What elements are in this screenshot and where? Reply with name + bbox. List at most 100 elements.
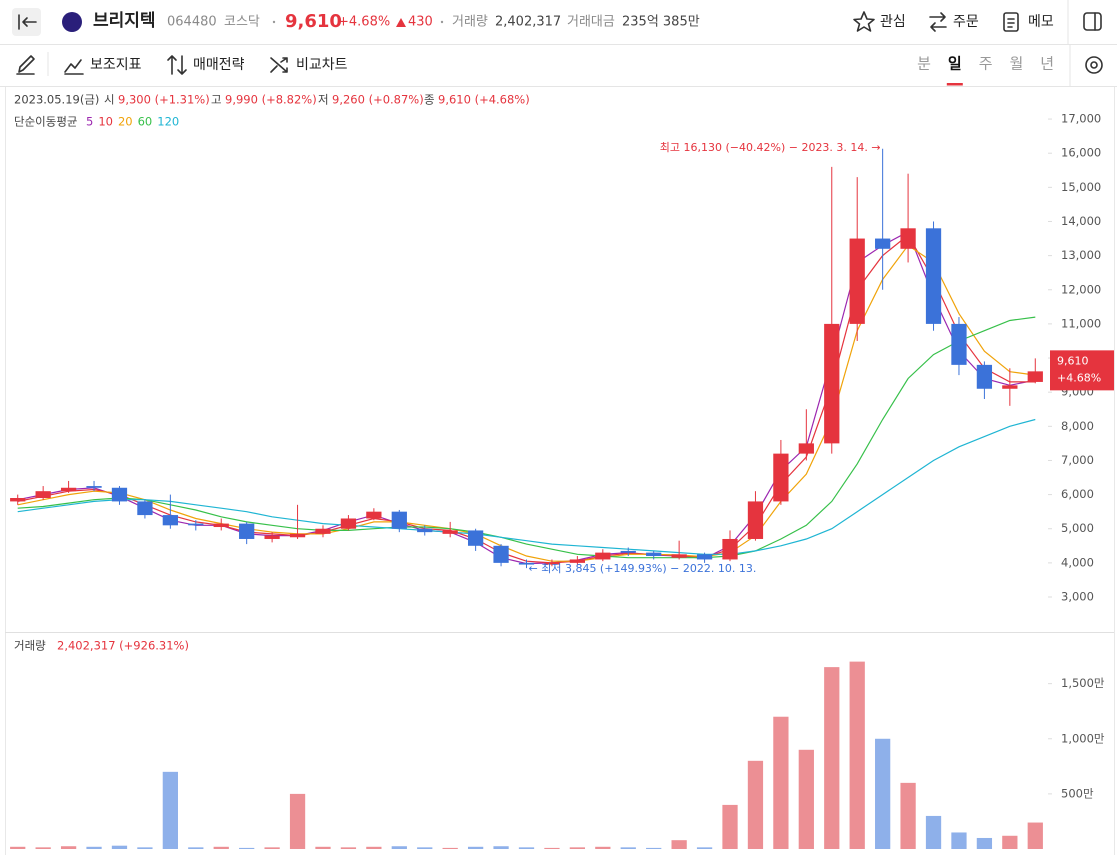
info-label: 종 bbox=[424, 93, 435, 107]
candle-body bbox=[544, 562, 560, 565]
candle-body bbox=[646, 552, 662, 557]
draw-icon[interactable] bbox=[16, 55, 35, 75]
ma-legend-item: 120 bbox=[157, 115, 179, 129]
ma-legend-item: 10 bbox=[98, 115, 113, 129]
y-tick-label: 3,000 bbox=[1061, 590, 1094, 604]
low-annotation: ← 최저 3,845 (+149.93%) − 2022. 10. 13. bbox=[529, 562, 757, 575]
period-underline bbox=[946, 83, 963, 86]
candle-body bbox=[951, 323, 967, 365]
volume-bar bbox=[289, 793, 306, 849]
info-value: 9,990 (+8.82%) bbox=[225, 93, 317, 107]
y-tick-label: 12,000 bbox=[1061, 282, 1101, 296]
ma-line bbox=[17, 418, 1036, 555]
volume-bar bbox=[239, 847, 255, 849]
volume-bar bbox=[620, 847, 636, 849]
high-annotation: 최고 16,130 (−40.42%) − 2023. 3. 14. → bbox=[660, 141, 881, 154]
settings-icon[interactable] bbox=[1085, 56, 1103, 74]
candle-body bbox=[671, 554, 687, 558]
period-tab[interactable]: 월 bbox=[1009, 55, 1023, 73]
volume-bar bbox=[493, 846, 509, 849]
volume-bar bbox=[417, 847, 433, 849]
period-tab[interactable]: 일 bbox=[948, 55, 962, 73]
candle-body bbox=[824, 323, 840, 444]
candle-body bbox=[10, 498, 26, 502]
candle-body bbox=[391, 511, 407, 529]
candle-body bbox=[773, 453, 789, 502]
candle-body bbox=[722, 538, 738, 560]
panel-icon[interactable] bbox=[1083, 12, 1102, 31]
period-tab[interactable]: 분 bbox=[917, 55, 931, 73]
volume-bar bbox=[824, 667, 840, 849]
change-amount: 430 bbox=[408, 15, 433, 30]
back-icon bbox=[18, 14, 37, 30]
candle-body bbox=[467, 530, 484, 546]
ma-legend-item: 5 bbox=[86, 115, 93, 129]
candle-body bbox=[289, 533, 306, 538]
volume-bar bbox=[213, 846, 229, 849]
period-tab[interactable]: 년 bbox=[1040, 55, 1054, 73]
amount-value: 235억 385만 bbox=[622, 15, 700, 30]
indicator-icon[interactable] bbox=[64, 59, 84, 75]
volume-bar bbox=[366, 846, 382, 849]
memo-icon-lines bbox=[1007, 18, 1015, 28]
volume-bar bbox=[10, 846, 26, 849]
volume-summary: 2,402,317 (+926.31%) bbox=[57, 639, 189, 653]
candle-body bbox=[747, 501, 764, 539]
candle-body bbox=[366, 511, 382, 519]
volume-bar bbox=[188, 847, 204, 849]
candle-body bbox=[925, 228, 942, 324]
y-tick-label: 13,000 bbox=[1061, 248, 1101, 262]
candle-body bbox=[900, 228, 916, 249]
last-change: +4.68% bbox=[1057, 371, 1101, 384]
candle-body bbox=[60, 487, 77, 492]
volume-bar bbox=[518, 847, 535, 849]
volume-bar bbox=[951, 832, 967, 849]
action-watch[interactable]: 관심 bbox=[880, 14, 906, 30]
tool-compare[interactable]: 비교차트 bbox=[296, 57, 348, 73]
candle-body bbox=[162, 515, 178, 526]
volume-bar bbox=[391, 846, 407, 849]
volume-value: 2,402,317 bbox=[495, 15, 561, 30]
stock-code: 064480 bbox=[167, 15, 217, 30]
volume-bar bbox=[976, 837, 993, 849]
volume-bar bbox=[595, 846, 611, 849]
volume-bar bbox=[773, 716, 789, 849]
action-order[interactable]: 주문 bbox=[953, 14, 979, 30]
memo-icon[interactable] bbox=[1003, 12, 1019, 32]
volume-title: 거래량 bbox=[14, 639, 46, 653]
stock-name: 브리지텍 bbox=[93, 11, 156, 31]
strategy-icon[interactable] bbox=[167, 55, 187, 75]
info-value: 9,300 (+1.31%) bbox=[118, 93, 210, 107]
last-price-badge bbox=[1050, 350, 1114, 391]
last-price: 9,610 bbox=[1057, 354, 1089, 367]
candle-body bbox=[493, 545, 509, 563]
period-tab[interactable]: 주 bbox=[979, 55, 993, 73]
tool-strategy[interactable]: 매매전략 bbox=[193, 57, 245, 73]
y-tick-label: 500만 bbox=[1061, 786, 1094, 800]
volume-bar bbox=[747, 760, 764, 849]
change-rate: +4.68% bbox=[338, 15, 390, 30]
stock-logo bbox=[62, 12, 82, 32]
action-memo[interactable]: 메모 bbox=[1028, 14, 1054, 30]
candle-body bbox=[620, 550, 636, 553]
y-tick-label: 6,000 bbox=[1061, 487, 1094, 501]
volume-bar bbox=[86, 846, 102, 849]
candle-body bbox=[264, 535, 280, 539]
candle-body bbox=[315, 528, 331, 534]
volume-bar bbox=[315, 846, 331, 849]
volume-bar bbox=[569, 847, 586, 849]
order-icon[interactable] bbox=[929, 12, 947, 32]
compare-icon[interactable] bbox=[270, 57, 288, 73]
ma-line bbox=[17, 316, 1036, 559]
tool-indicator[interactable]: 보조지표 bbox=[90, 57, 142, 73]
ma-legend: 5 10 20 60 120 bbox=[86, 115, 179, 129]
candle-body bbox=[875, 238, 891, 249]
volume-bar bbox=[340, 847, 357, 849]
info-label: 시 bbox=[104, 93, 115, 107]
y-tick-label: 1,500만 bbox=[1061, 676, 1105, 690]
volume-bar bbox=[1027, 822, 1043, 849]
volume-bar bbox=[35, 847, 51, 849]
star-icon[interactable] bbox=[853, 11, 875, 32]
